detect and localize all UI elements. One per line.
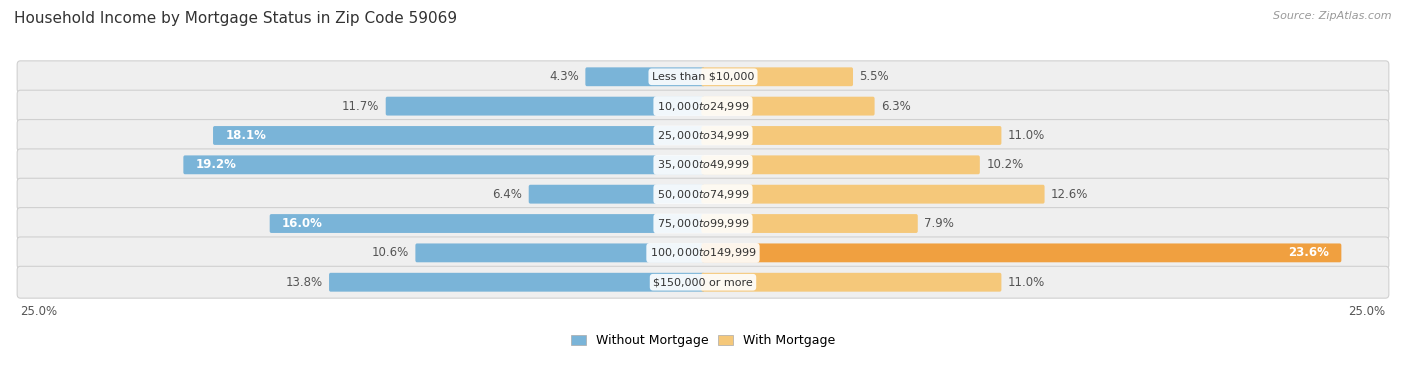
FancyBboxPatch shape — [702, 97, 875, 116]
FancyBboxPatch shape — [702, 126, 1001, 145]
Text: 25.0%: 25.0% — [21, 305, 58, 318]
FancyBboxPatch shape — [17, 266, 1389, 298]
FancyBboxPatch shape — [17, 119, 1389, 152]
FancyBboxPatch shape — [702, 214, 918, 233]
Text: 25.0%: 25.0% — [1348, 305, 1385, 318]
FancyBboxPatch shape — [17, 149, 1389, 181]
Text: Household Income by Mortgage Status in Zip Code 59069: Household Income by Mortgage Status in Z… — [14, 11, 457, 26]
Text: $25,000 to $34,999: $25,000 to $34,999 — [657, 129, 749, 142]
FancyBboxPatch shape — [270, 214, 704, 233]
FancyBboxPatch shape — [17, 237, 1389, 269]
Text: 10.6%: 10.6% — [371, 246, 409, 259]
Text: Source: ZipAtlas.com: Source: ZipAtlas.com — [1274, 11, 1392, 21]
FancyBboxPatch shape — [702, 273, 1001, 292]
Text: 11.0%: 11.0% — [1008, 129, 1045, 142]
Text: 6.3%: 6.3% — [882, 100, 911, 113]
FancyBboxPatch shape — [702, 155, 980, 174]
Text: 18.1%: 18.1% — [225, 129, 266, 142]
Text: 6.4%: 6.4% — [492, 188, 522, 201]
Text: Less than $10,000: Less than $10,000 — [652, 72, 754, 82]
FancyBboxPatch shape — [17, 178, 1389, 210]
Text: 12.6%: 12.6% — [1052, 188, 1088, 201]
FancyBboxPatch shape — [702, 185, 1045, 204]
Text: 16.0%: 16.0% — [283, 217, 323, 230]
FancyBboxPatch shape — [17, 61, 1389, 93]
Text: 10.2%: 10.2% — [986, 158, 1024, 171]
FancyBboxPatch shape — [415, 243, 704, 262]
Legend: Without Mortgage, With Mortgage: Without Mortgage, With Mortgage — [565, 329, 841, 352]
Text: 5.5%: 5.5% — [859, 70, 889, 83]
FancyBboxPatch shape — [17, 90, 1389, 122]
FancyBboxPatch shape — [585, 67, 704, 86]
Text: $50,000 to $74,999: $50,000 to $74,999 — [657, 188, 749, 201]
FancyBboxPatch shape — [702, 243, 1341, 262]
FancyBboxPatch shape — [329, 273, 704, 292]
Text: 11.7%: 11.7% — [342, 100, 380, 113]
FancyBboxPatch shape — [529, 185, 704, 204]
FancyBboxPatch shape — [183, 155, 704, 174]
FancyBboxPatch shape — [385, 97, 704, 116]
Text: 7.9%: 7.9% — [924, 217, 955, 230]
Text: 4.3%: 4.3% — [550, 70, 579, 83]
Text: $10,000 to $24,999: $10,000 to $24,999 — [657, 100, 749, 113]
Text: $35,000 to $49,999: $35,000 to $49,999 — [657, 158, 749, 171]
Text: $75,000 to $99,999: $75,000 to $99,999 — [657, 217, 749, 230]
Text: $150,000 or more: $150,000 or more — [654, 277, 752, 287]
Text: 19.2%: 19.2% — [195, 158, 236, 171]
FancyBboxPatch shape — [17, 208, 1389, 239]
FancyBboxPatch shape — [214, 126, 704, 145]
Text: 23.6%: 23.6% — [1288, 246, 1329, 259]
Text: $100,000 to $149,999: $100,000 to $149,999 — [650, 246, 756, 259]
FancyBboxPatch shape — [702, 67, 853, 86]
Text: 13.8%: 13.8% — [285, 276, 322, 289]
Text: 11.0%: 11.0% — [1008, 276, 1045, 289]
